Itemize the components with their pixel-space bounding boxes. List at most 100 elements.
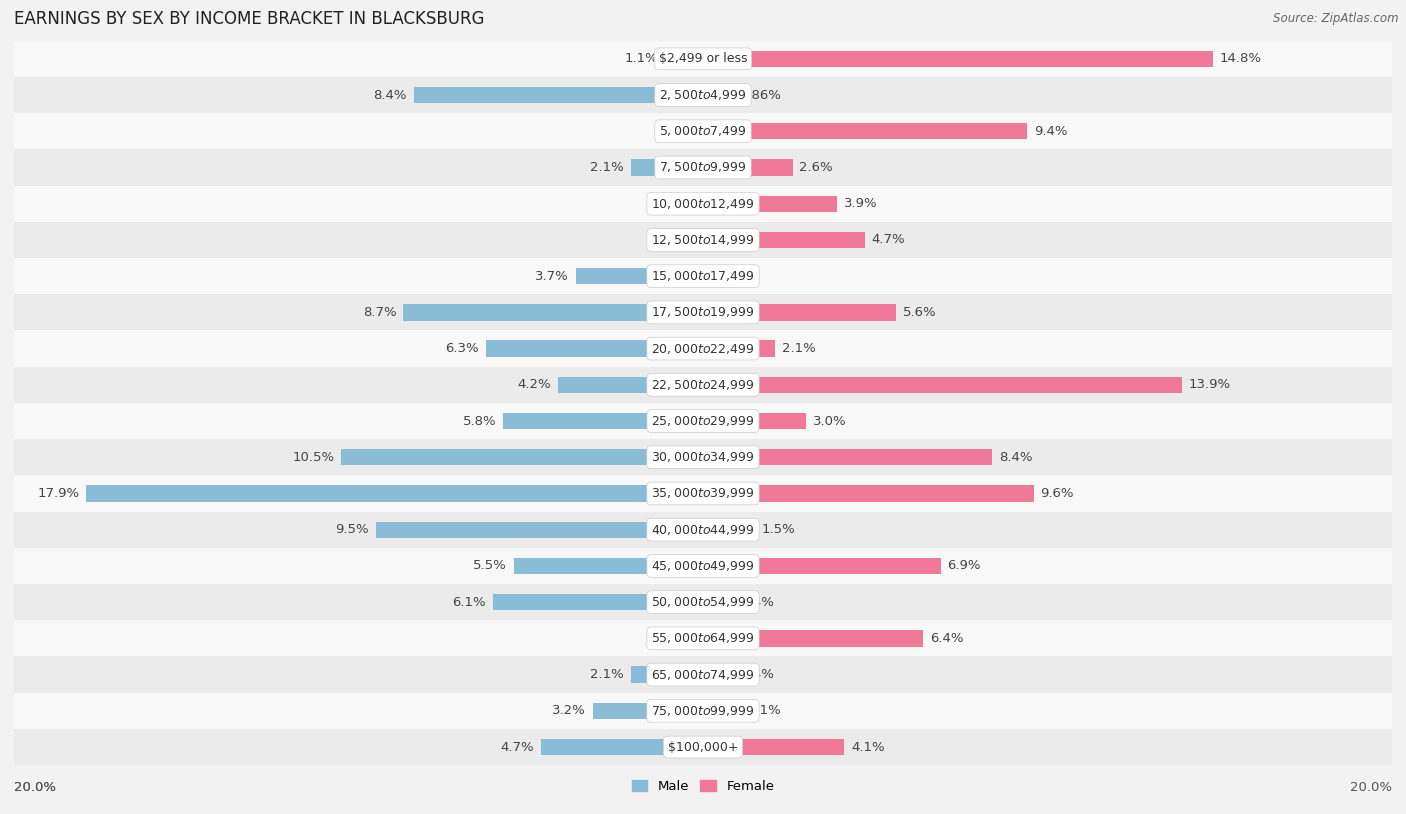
Bar	[14, 403, 1392, 440]
Text: 5.5%: 5.5%	[472, 559, 506, 572]
Text: 3.2%: 3.2%	[553, 704, 586, 717]
Text: 0.64%: 0.64%	[733, 668, 773, 681]
Text: $25,000 to $29,999: $25,000 to $29,999	[651, 414, 755, 428]
Text: 0.0%: 0.0%	[662, 125, 696, 138]
Bar	[503, 413, 703, 429]
Text: 5.6%: 5.6%	[903, 306, 936, 319]
Text: 10.5%: 10.5%	[292, 451, 335, 464]
Text: 14.8%: 14.8%	[1219, 52, 1261, 65]
Bar	[541, 739, 703, 755]
Bar	[14, 258, 1392, 294]
Bar	[14, 548, 1392, 584]
Bar	[695, 630, 703, 646]
Bar	[703, 739, 844, 755]
Bar	[404, 304, 703, 321]
Bar	[703, 50, 1213, 67]
Bar	[703, 667, 725, 683]
Bar	[342, 449, 703, 466]
Text: 6.4%: 6.4%	[931, 632, 965, 645]
Text: $45,000 to $49,999: $45,000 to $49,999	[651, 559, 755, 573]
Bar	[703, 413, 807, 429]
Text: 9.4%: 9.4%	[1033, 125, 1067, 138]
Bar	[14, 41, 1392, 77]
Bar	[703, 232, 865, 248]
Text: 0.0%: 0.0%	[662, 234, 696, 247]
Text: 20.0%: 20.0%	[14, 781, 56, 794]
Text: 8.4%: 8.4%	[1000, 451, 1033, 464]
Text: $100,000+: $100,000+	[668, 741, 738, 754]
Bar	[14, 475, 1392, 511]
Bar	[375, 522, 703, 538]
Text: 6.9%: 6.9%	[948, 559, 981, 572]
Text: 0.64%: 0.64%	[733, 596, 773, 609]
Text: $17,500 to $19,999: $17,500 to $19,999	[651, 305, 755, 319]
Text: $20,000 to $22,499: $20,000 to $22,499	[651, 342, 755, 356]
Legend: Male, Female: Male, Female	[626, 775, 780, 799]
Bar	[486, 340, 703, 357]
Text: $10,000 to $12,499: $10,000 to $12,499	[651, 197, 755, 211]
Text: $35,000 to $39,999: $35,000 to $39,999	[651, 487, 755, 501]
Bar	[703, 485, 1033, 501]
Text: $40,000 to $44,999: $40,000 to $44,999	[651, 523, 755, 536]
Text: $30,000 to $34,999: $30,000 to $34,999	[651, 450, 755, 464]
Bar	[14, 693, 1392, 729]
Text: 2.1%: 2.1%	[591, 668, 624, 681]
Bar	[14, 222, 1392, 258]
Bar	[14, 294, 1392, 330]
Bar	[14, 366, 1392, 403]
Text: 1.5%: 1.5%	[762, 523, 796, 536]
Bar	[703, 449, 993, 466]
Text: Source: ZipAtlas.com: Source: ZipAtlas.com	[1274, 12, 1399, 25]
Text: $65,000 to $74,999: $65,000 to $74,999	[651, 667, 755, 681]
Bar	[14, 440, 1392, 475]
Text: 3.9%: 3.9%	[844, 197, 877, 210]
Text: 4.7%: 4.7%	[501, 741, 534, 754]
Bar	[14, 584, 1392, 620]
Text: $2,500 to $4,999: $2,500 to $4,999	[659, 88, 747, 102]
Bar	[14, 512, 1392, 548]
Text: 8.4%: 8.4%	[373, 89, 406, 102]
Text: $22,500 to $24,999: $22,500 to $24,999	[651, 378, 755, 392]
Text: $5,000 to $7,499: $5,000 to $7,499	[659, 125, 747, 138]
Text: $7,500 to $9,999: $7,500 to $9,999	[659, 160, 747, 174]
Bar	[703, 558, 941, 574]
Text: 0.0%: 0.0%	[710, 269, 744, 282]
Bar	[86, 485, 703, 501]
Text: 0.86%: 0.86%	[740, 89, 782, 102]
Text: 17.9%: 17.9%	[38, 487, 80, 500]
Text: 0.0%: 0.0%	[662, 197, 696, 210]
Text: $55,000 to $64,999: $55,000 to $64,999	[651, 632, 755, 646]
Text: 3.7%: 3.7%	[534, 269, 568, 282]
Bar	[703, 87, 733, 103]
Bar	[494, 594, 703, 610]
Text: 20.0%: 20.0%	[14, 781, 56, 794]
Bar	[14, 77, 1392, 113]
Bar	[631, 667, 703, 683]
Text: 9.5%: 9.5%	[335, 523, 368, 536]
Bar	[703, 630, 924, 646]
Text: 13.9%: 13.9%	[1188, 379, 1230, 392]
Bar	[703, 702, 741, 719]
Bar	[14, 620, 1392, 656]
Bar	[14, 729, 1392, 765]
Bar	[703, 160, 793, 176]
Text: 20.0%: 20.0%	[1350, 781, 1392, 794]
Text: $75,000 to $99,999: $75,000 to $99,999	[651, 704, 755, 718]
Text: $12,500 to $14,999: $12,500 to $14,999	[651, 233, 755, 247]
Bar	[703, 123, 1026, 139]
Bar	[631, 160, 703, 176]
Text: 2.1%: 2.1%	[591, 161, 624, 174]
Bar	[703, 522, 755, 538]
Bar	[703, 304, 896, 321]
Text: 9.6%: 9.6%	[1040, 487, 1074, 500]
Text: 2.1%: 2.1%	[782, 342, 815, 355]
Text: 5.8%: 5.8%	[463, 414, 496, 427]
Text: $2,499 or less: $2,499 or less	[659, 52, 747, 65]
Text: 2.6%: 2.6%	[800, 161, 834, 174]
Bar	[665, 50, 703, 67]
Bar	[14, 113, 1392, 150]
Text: 4.2%: 4.2%	[517, 379, 551, 392]
Bar	[413, 87, 703, 103]
Text: EARNINGS BY SEX BY INCOME BRACKET IN BLACKSBURG: EARNINGS BY SEX BY INCOME BRACKET IN BLA…	[14, 10, 485, 28]
Text: 3.0%: 3.0%	[813, 414, 846, 427]
